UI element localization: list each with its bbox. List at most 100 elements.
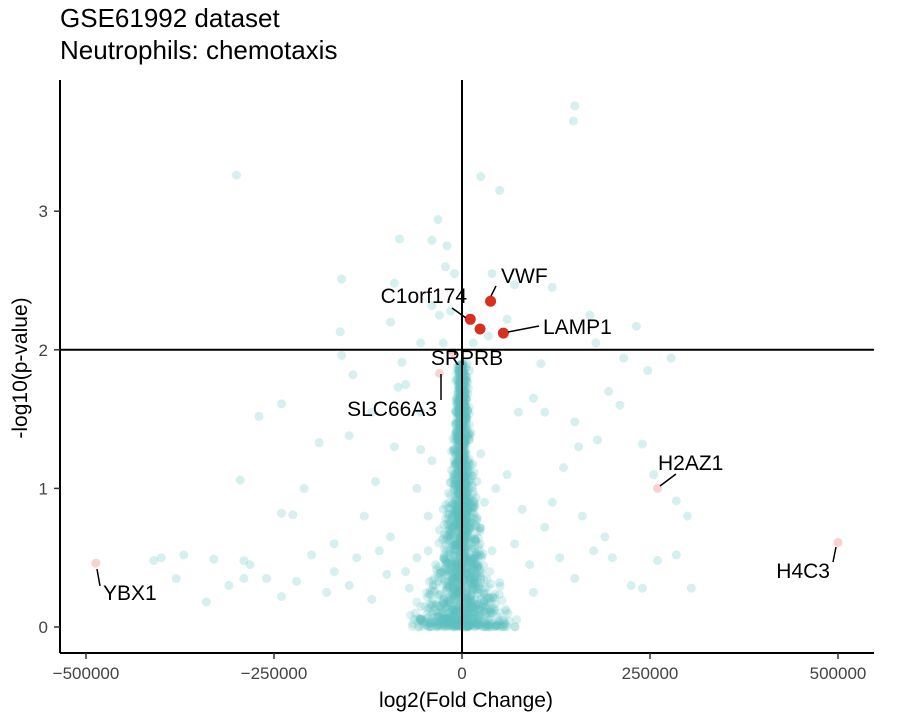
background-point bbox=[482, 620, 492, 630]
background-point bbox=[485, 597, 495, 607]
background-point bbox=[462, 621, 472, 631]
background-point bbox=[464, 402, 474, 412]
background-point bbox=[446, 524, 456, 534]
background-point bbox=[447, 563, 457, 573]
background-point bbox=[441, 585, 451, 595]
background-point bbox=[495, 608, 505, 618]
background-point bbox=[461, 554, 471, 564]
background-point bbox=[504, 616, 514, 626]
background-point bbox=[461, 608, 471, 618]
background-point bbox=[461, 570, 471, 580]
x-tick-label: 0 bbox=[457, 664, 466, 683]
background-point bbox=[468, 508, 478, 518]
background-point bbox=[461, 588, 471, 598]
background-point bbox=[452, 558, 462, 568]
background-point bbox=[445, 537, 455, 547]
background-point bbox=[453, 385, 463, 395]
background-point bbox=[424, 589, 434, 599]
background-point bbox=[446, 490, 456, 500]
background-point bbox=[484, 608, 494, 618]
background-point bbox=[453, 430, 463, 440]
background-point bbox=[463, 428, 473, 438]
background-point bbox=[422, 614, 432, 624]
background-point bbox=[476, 172, 486, 182]
background-point bbox=[470, 537, 480, 547]
background-point bbox=[477, 602, 487, 612]
background-point bbox=[495, 185, 505, 195]
background-point bbox=[464, 516, 474, 526]
background-point bbox=[445, 558, 455, 568]
background-point bbox=[454, 587, 464, 597]
background-point bbox=[447, 576, 457, 586]
background-point bbox=[449, 461, 459, 471]
background-point bbox=[461, 605, 471, 615]
background-point bbox=[495, 620, 505, 630]
background-point bbox=[464, 505, 474, 515]
background-point bbox=[441, 565, 451, 575]
background-point bbox=[453, 600, 463, 610]
background-point bbox=[415, 615, 425, 625]
background-point bbox=[451, 459, 461, 469]
background-point bbox=[448, 522, 458, 532]
background-point bbox=[450, 594, 460, 604]
background-point bbox=[476, 591, 486, 601]
background-point bbox=[466, 620, 476, 630]
background-point bbox=[201, 597, 211, 607]
background-point bbox=[473, 620, 483, 630]
x-tick-label: 500000 bbox=[810, 664, 867, 683]
background-point bbox=[461, 518, 471, 528]
background-point bbox=[517, 504, 527, 514]
background-point bbox=[449, 470, 459, 480]
background-point bbox=[329, 539, 339, 549]
background-point bbox=[463, 384, 473, 394]
background-point bbox=[472, 549, 482, 559]
background-point bbox=[449, 508, 459, 518]
background-point bbox=[433, 576, 443, 586]
background-point bbox=[456, 360, 466, 370]
background-point bbox=[452, 399, 462, 409]
background-point bbox=[471, 521, 481, 531]
background-point bbox=[467, 602, 477, 612]
background-point bbox=[429, 612, 439, 622]
background-point bbox=[467, 590, 477, 600]
background-point bbox=[444, 565, 454, 575]
background-point bbox=[452, 461, 462, 471]
background-point bbox=[462, 372, 472, 382]
background-point bbox=[479, 575, 489, 585]
background-point bbox=[448, 583, 458, 593]
background-point bbox=[440, 620, 450, 630]
background-point bbox=[467, 572, 477, 582]
background-point bbox=[468, 459, 478, 469]
background-point bbox=[461, 593, 471, 603]
background-point bbox=[466, 558, 476, 568]
background-point bbox=[462, 497, 472, 507]
background-point bbox=[477, 552, 487, 562]
background-point bbox=[464, 474, 474, 484]
background-point bbox=[460, 551, 470, 561]
background-point bbox=[451, 618, 461, 628]
background-point bbox=[456, 548, 466, 558]
background-point bbox=[460, 471, 470, 481]
background-point bbox=[495, 578, 505, 588]
background-point bbox=[458, 494, 468, 504]
background-point bbox=[473, 599, 483, 609]
background-point bbox=[462, 422, 472, 432]
background-point bbox=[461, 419, 471, 429]
background-point bbox=[471, 493, 481, 503]
background-point bbox=[461, 594, 471, 604]
background-point bbox=[435, 588, 445, 598]
background-point bbox=[449, 521, 459, 531]
background-point bbox=[441, 621, 451, 631]
background-point bbox=[448, 530, 458, 540]
background-point bbox=[472, 526, 482, 536]
background-point bbox=[452, 613, 462, 623]
background-point bbox=[487, 608, 497, 618]
background-point bbox=[454, 520, 464, 530]
background-point bbox=[454, 568, 464, 578]
background-point bbox=[615, 400, 625, 410]
background-point bbox=[454, 396, 464, 406]
background-point bbox=[510, 622, 520, 632]
background-point bbox=[469, 500, 479, 510]
background-point bbox=[446, 613, 456, 623]
background-point bbox=[435, 609, 445, 619]
